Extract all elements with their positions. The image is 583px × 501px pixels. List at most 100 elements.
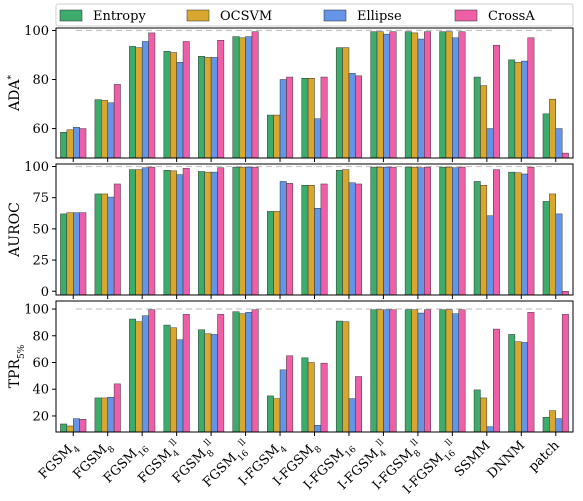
bar-entropy <box>508 171 516 296</box>
bar-crossa <box>424 31 431 159</box>
x-tick-label: DNNM <box>485 438 528 481</box>
bar-entropy <box>60 132 68 159</box>
bar-ocsvm <box>342 321 350 433</box>
x-tick-label: patch <box>526 438 563 475</box>
bar-ocsvm <box>376 309 384 433</box>
y-tick-label: 100 <box>24 24 49 39</box>
y-tick-label: 25 <box>32 254 49 269</box>
bar-crossa <box>389 166 397 296</box>
bar-crossa <box>251 309 259 433</box>
bar-ellipse <box>245 312 253 433</box>
bar-entropy <box>94 99 102 159</box>
bar-entropy <box>301 357 309 433</box>
bar-ellipse <box>73 127 80 159</box>
bar-crossa <box>148 32 156 159</box>
bar-entropy <box>94 397 102 433</box>
bar-entropy <box>232 36 240 159</box>
bar-ellipse <box>210 334 218 433</box>
bar-ocsvm <box>273 398 281 433</box>
bar-ellipse <box>383 33 391 159</box>
bar-ellipse <box>452 37 459 159</box>
bar-crossa <box>561 291 569 296</box>
bar-ellipse <box>417 167 425 296</box>
bar-ocsvm <box>411 309 419 433</box>
bar-crossa <box>182 314 190 433</box>
bar-entropy <box>473 181 481 296</box>
bar-ellipse <box>245 36 253 159</box>
bar-crossa <box>355 183 362 296</box>
bar-ocsvm <box>342 47 350 159</box>
bar-entropy <box>404 166 412 296</box>
bar-ellipse <box>107 102 115 159</box>
bar-crossa <box>424 166 431 296</box>
bar-entropy <box>439 309 447 433</box>
bar-ellipse <box>555 418 563 433</box>
bar-ocsvm <box>549 193 556 296</box>
bar-entropy <box>60 423 68 433</box>
legend-label-ocsvm: OCSVM <box>220 9 272 24</box>
bar-ellipse <box>383 309 391 433</box>
bar-crossa <box>286 355 294 433</box>
bar-ocsvm <box>273 114 281 159</box>
bar-ocsvm <box>411 166 419 296</box>
bar-crossa <box>217 167 225 296</box>
bar-crossa <box>148 166 156 296</box>
bar-ellipse <box>486 128 494 159</box>
bar-crossa <box>320 76 328 159</box>
bar-ocsvm <box>480 184 488 296</box>
bar-entropy <box>198 171 205 296</box>
bar-ellipse <box>314 118 322 159</box>
y-tick-label: 60 <box>32 122 49 137</box>
bar-entropy <box>542 113 550 159</box>
bar-ocsvm <box>514 62 522 159</box>
bar-entropy <box>198 329 205 433</box>
legend-swatch-entropy <box>59 9 83 22</box>
legend <box>55 3 574 27</box>
bar-crossa <box>182 168 190 296</box>
bar-entropy <box>335 320 343 433</box>
bar-ocsvm <box>135 321 143 433</box>
bar-ocsvm <box>66 212 74 296</box>
bar-entropy <box>94 193 102 296</box>
bar-entropy <box>404 31 412 159</box>
bar-ocsvm <box>480 397 488 433</box>
bar-ocsvm <box>549 98 556 159</box>
bar-entropy <box>267 114 274 159</box>
bar-entropy <box>370 309 378 433</box>
bar-ellipse <box>555 128 563 159</box>
bar-crossa <box>561 314 569 433</box>
bar-entropy <box>232 166 240 296</box>
bar-ocsvm <box>342 169 350 296</box>
bar-entropy <box>335 47 343 159</box>
bar-entropy <box>129 46 136 159</box>
bar-entropy <box>163 324 171 433</box>
bar-ocsvm <box>101 193 108 296</box>
bar-entropy <box>267 211 274 296</box>
bar-ellipse <box>452 167 459 296</box>
bar-ellipse <box>521 60 528 159</box>
legend-label-entropy: Entropy <box>93 9 146 24</box>
bar-ellipse <box>555 213 563 296</box>
bar-ellipse <box>314 425 322 433</box>
bar-crossa <box>561 152 569 159</box>
bar-entropy <box>370 166 378 296</box>
bar-ocsvm <box>307 78 315 159</box>
bar-ellipse <box>73 212 80 296</box>
bar-ocsvm <box>514 172 522 296</box>
bar-entropy <box>232 311 240 433</box>
bar-ocsvm <box>376 31 384 159</box>
y-tick-label: 50 <box>32 222 49 237</box>
bar-crossa <box>320 183 328 296</box>
bar-ocsvm <box>307 362 315 433</box>
bar-entropy <box>404 309 412 433</box>
bar-ocsvm <box>204 57 212 159</box>
legend-label-ellipse: Ellipse <box>357 9 402 24</box>
bar-ellipse <box>210 171 218 296</box>
bar-ellipse <box>452 313 459 433</box>
bar-ocsvm <box>376 166 384 296</box>
bar-crossa <box>458 31 466 159</box>
y-tick-label: 75 <box>32 191 49 206</box>
bar-entropy <box>129 318 136 433</box>
y-axis-label: TPR5% <box>7 344 27 388</box>
